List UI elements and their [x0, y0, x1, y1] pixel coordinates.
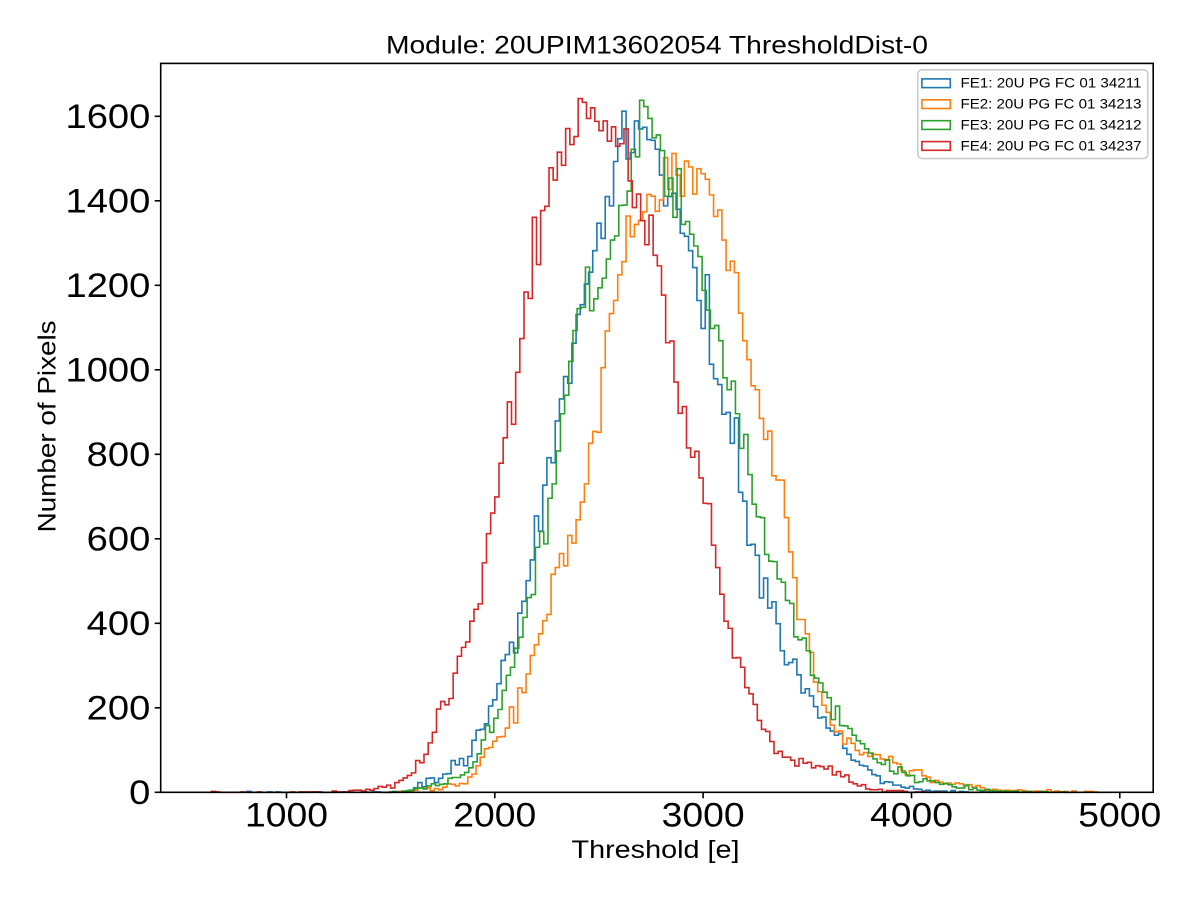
- svg-text:FE2: 20U PG FC 01 34213: FE2: 20U PG FC 01 34213: [961, 97, 1142, 112]
- svg-text:Threshold [e]: Threshold [e]: [572, 836, 740, 864]
- svg-text:1000: 1000: [245, 797, 328, 835]
- svg-text:FE4: 20U PG FC 01 34237: FE4: 20U PG FC 01 34237: [961, 138, 1142, 153]
- svg-text:2000: 2000: [453, 797, 536, 835]
- svg-text:4000: 4000: [870, 797, 953, 835]
- svg-text:600: 600: [87, 521, 151, 559]
- svg-text:400: 400: [87, 605, 151, 643]
- svg-text:1600: 1600: [66, 98, 151, 136]
- svg-text:5000: 5000: [1078, 797, 1161, 835]
- svg-text:1000: 1000: [66, 352, 151, 390]
- svg-text:FE1: 20U PG FC 01 34211: FE1: 20U PG FC 01 34211: [961, 76, 1142, 91]
- svg-text:800: 800: [87, 436, 151, 474]
- svg-text:Module: 20UPIM13602054 Thresho: Module: 20UPIM13602054 ThresholdDist-0: [386, 32, 928, 60]
- svg-text:FE3: 20U PG FC 01 34212: FE3: 20U PG FC 01 34212: [961, 118, 1142, 133]
- svg-text:Number of Pixels: Number of Pixels: [33, 320, 61, 532]
- svg-text:3000: 3000: [662, 797, 745, 835]
- svg-text:1200: 1200: [66, 267, 151, 305]
- svg-text:0: 0: [129, 774, 150, 812]
- svg-text:200: 200: [87, 690, 151, 728]
- svg-text:1400: 1400: [66, 183, 151, 221]
